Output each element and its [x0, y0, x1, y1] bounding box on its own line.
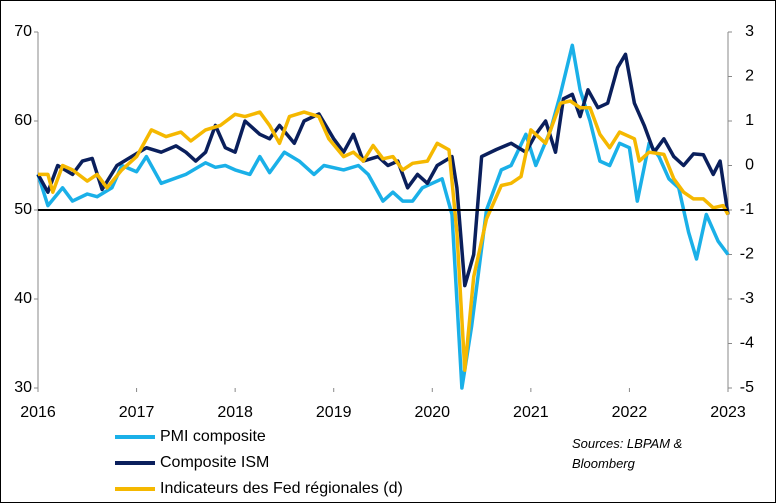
legend-label: Indicateurs des Fed régionales (d): [160, 480, 403, 497]
legend-label: Composite ISM: [160, 454, 269, 471]
source-note: Sources: LBPAM & Bloomberg: [572, 436, 683, 471]
y-tick-label: 70: [14, 23, 32, 40]
y2-tick-label: -1: [740, 201, 754, 218]
series-line: [36, 52, 730, 288]
y-tick-label: 60: [14, 112, 32, 129]
x-tick-label: 2021: [513, 404, 549, 421]
legend-label: PMI composite: [160, 428, 266, 445]
y2-tick-label: -5: [740, 379, 754, 396]
y2-tick-label: 2: [745, 68, 754, 85]
x-tick-label: 2018: [217, 404, 253, 421]
x-tick-label: 2020: [414, 404, 450, 421]
x-tick-label: 2023: [710, 404, 746, 421]
x-tick-label: 2019: [316, 404, 352, 421]
x-tick-label: 2022: [612, 404, 648, 421]
y2-tick-label: 3: [745, 23, 754, 40]
y2-tick-label: 0: [745, 157, 754, 174]
x-tick-label: 2017: [119, 404, 155, 421]
y-tick-label: 50: [14, 201, 32, 218]
y2-tick-label: -4: [740, 335, 754, 352]
x-tick-label: 2016: [20, 404, 56, 421]
y2-tick-label: -2: [740, 246, 754, 263]
y2-tick-label: 1: [745, 112, 754, 129]
y-tick-label: 40: [14, 290, 32, 307]
series-line: [36, 43, 730, 390]
y2-tick-label: -3: [740, 290, 754, 307]
y-tick-label: 30: [14, 379, 32, 396]
series-line: [38, 99, 730, 372]
